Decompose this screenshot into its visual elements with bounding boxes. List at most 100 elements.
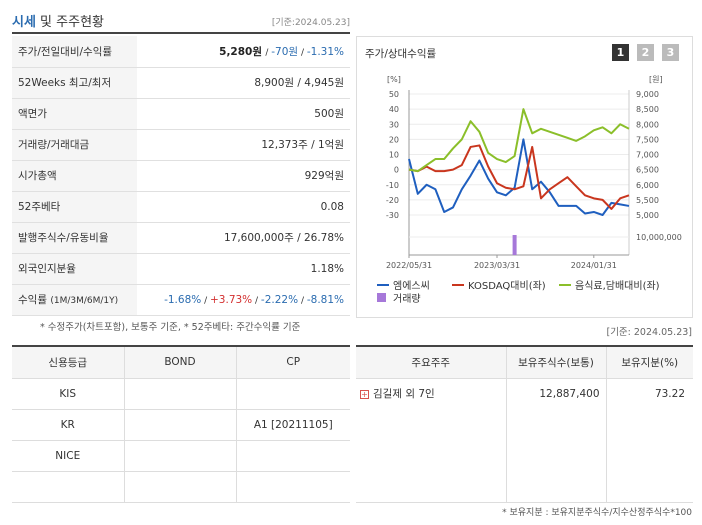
reference-date-bottom: [기준: 2024.05.23] [606, 327, 692, 338]
table-row: KIS [12, 378, 350, 410]
returns-period-label: (1M/3M/6M/1Y) [50, 296, 119, 306]
quote-row: 52Weeks 최고/최저 8,900원 / 4,945원 [12, 67, 350, 99]
quote-value: 12,373주 / 1억원 [137, 129, 350, 161]
column-header: 주요주주 [356, 346, 506, 379]
right-tick-label: 5,000 [636, 211, 659, 220]
section-header: 시세 및 주주현황 [기준:2024.05.23] [12, 8, 350, 34]
quote-row: 52주베타 0.08 [12, 191, 350, 223]
left-tick-label: 40 [389, 105, 399, 114]
left-tick-label: -20 [386, 196, 399, 205]
left-tick-label: 10 [389, 151, 399, 160]
quote-value: 8,900원 / 4,945원 [137, 67, 350, 99]
legend-label-kosdaq: KOSDAQ대비(좌) [468, 280, 546, 292]
legend-label-volume: 거래량 [393, 293, 421, 305]
table-cell [123, 440, 236, 472]
return-1m: -1.68% [164, 293, 202, 306]
reference-date: [기준:2024.05.23] [271, 18, 350, 28]
quote-row: 수익률 (1M/3M/6M/1Y) -1.68% / +3.73% / -2.2… [12, 284, 350, 316]
shareholder-footnote: * 보유지분 : 보유지분주식수/지수산정주식수*100 [502, 508, 692, 518]
left-tick-label: 50 [389, 90, 399, 99]
table-header-row: 신용등급 BOND CP [12, 346, 350, 379]
table-header-row: 주요주주 보유주식수(보통) 보유지분(%) [356, 346, 693, 379]
chart-panel: 주가/상대수익률 1 2 3 [%] [원] -30 -20 -10 0 10 20 30 4… [356, 36, 693, 318]
quote-value: 500원 [137, 98, 350, 130]
table-cell [605, 471, 693, 503]
quote-row: 외국인지분율 1.18% [12, 253, 350, 285]
table-cell [123, 378, 236, 410]
title-accent: 시세 [12, 15, 36, 30]
table-cell: KIS [12, 378, 124, 410]
quote-value: 929억원 [137, 160, 350, 192]
left-tick-label: 20 [389, 135, 399, 144]
table-cell [235, 471, 350, 503]
column-header: BOND [123, 346, 236, 379]
table-cell [235, 378, 350, 410]
holder-name[interactable]: 김길제 외 7인 [373, 388, 435, 401]
right-tick-label: 6,000 [636, 181, 659, 190]
period-button-1[interactable]: 1 [612, 44, 629, 61]
quote-value: 1.18% [137, 253, 350, 285]
volume-tick-label: 10,000,000 [636, 233, 682, 242]
quote-row: 액면가 500원 [12, 98, 350, 130]
holder-shares: 12,887,400 [505, 378, 606, 409]
quote-footnote: * 수정주가(차트포함), 보통주 기준, * 52주베타: 주간수익률 기준 [40, 322, 301, 333]
credit-rating-table: 신용등급 BOND CP KIS KR A1 [20211105] NICE [12, 345, 350, 503]
table-row: NICE [12, 440, 350, 472]
quote-value: 5,280원 / -70원 / -1.31% [137, 36, 350, 68]
quote-label: 액면가 [12, 98, 137, 130]
table-cell [505, 471, 606, 503]
legend-label-food: 음식료,담배대비(좌) [575, 280, 660, 292]
quote-row: 주가/전일대비/수익률 5,280원 / -70원 / -1.31% [12, 36, 350, 68]
quote-value: -1.68% / +3.73% / -2.22% / -8.81% [137, 284, 350, 316]
table-cell: NICE [12, 440, 124, 472]
price-chart: [%] [원] -30 -20 -10 0 10 20 30 40 50 5,000 5,500 6… [377, 75, 682, 305]
holder-name-cell: + 김길제 외 7인 [356, 378, 506, 409]
right-tick-label: 5,500 [636, 196, 659, 205]
table-cell [123, 409, 236, 441]
right-tick-label: 9,000 [636, 90, 659, 99]
quote-label: 외국인지분율 [12, 253, 137, 285]
column-header: 보유주식수(보통) [505, 346, 606, 379]
right-tick-label: 8,500 [636, 105, 659, 114]
volume-bar [512, 235, 517, 255]
table-cell [356, 471, 506, 503]
series-line-0 [408, 138, 630, 216]
period-button-2[interactable]: 2 [637, 44, 654, 61]
section-title: 시세 및 주주현황 [12, 11, 104, 30]
major-shareholders-table: 주요주주 보유주식수(보통) 보유지분(%) + 김길제 외 7인 12,887,… [356, 345, 693, 503]
table-cell [123, 471, 236, 503]
column-header: 신용등급 [12, 346, 124, 379]
x-tick-label: 2022/05/31 [386, 261, 432, 270]
quote-label: 시가총액 [12, 160, 137, 192]
current-price: 5,280원 [219, 45, 263, 58]
quote-label: 수익률 (1M/3M/6M/1Y) [12, 284, 137, 316]
table-cell [12, 471, 124, 503]
period-button-3[interactable]: 3 [662, 44, 679, 61]
quote-row: 시가총액 929억원 [12, 160, 350, 192]
left-tick-label: -30 [386, 211, 399, 220]
quote-label: 거래량/거래대금 [12, 129, 137, 161]
table-row [12, 471, 350, 503]
left-tick-label: 0 [394, 166, 399, 175]
return-1y: -8.81% [306, 293, 344, 306]
table-row: + 김길제 외 7인 12,887,400 73.22 [356, 378, 693, 409]
returns-label: 수익률 [18, 294, 47, 306]
right-tick-label: 6,500 [636, 166, 659, 175]
quote-row: 거래량/거래대금 12,373주 / 1억원 [12, 129, 350, 161]
legend-swatch-volume [377, 293, 386, 302]
table-cell: KR [12, 409, 124, 441]
expand-icon[interactable]: + [360, 389, 369, 399]
column-header: 보유지분(%) [605, 346, 693, 379]
series-line-2 [408, 108, 630, 173]
table-row [356, 409, 693, 440]
left-tick-label: 30 [389, 120, 399, 129]
title-rest: 및 주주현황 [35, 15, 104, 30]
right-axis-unit: [원] [649, 75, 663, 84]
return-6m: -2.22% [260, 293, 299, 306]
table-cell [356, 440, 506, 471]
quote-row: 발행주식수/유동비율 17,600,000주 / 26.78% [12, 222, 350, 254]
x-tick-label: 2023/03/31 [474, 261, 520, 270]
right-tick-label: 8,000 [636, 120, 659, 129]
holder-pct: 73.22 [605, 378, 693, 409]
left-tick-label: -10 [386, 181, 399, 190]
